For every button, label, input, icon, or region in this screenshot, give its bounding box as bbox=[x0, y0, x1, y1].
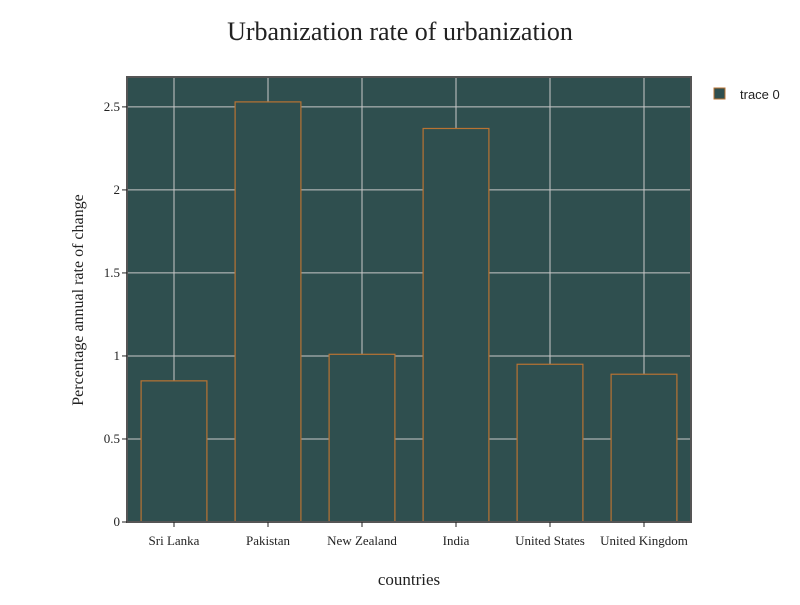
y-tick-label: 0.5 bbox=[104, 431, 120, 446]
x-tick-label: United States bbox=[515, 533, 585, 548]
x-tick-label: India bbox=[443, 533, 470, 548]
bar-united-states[interactable] bbox=[516, 363, 584, 523]
legend: trace 0 bbox=[713, 87, 780, 102]
x-tick-label: Sri Lanka bbox=[149, 533, 200, 548]
x-axis-ticks: Sri Lanka Pakistan New Zealand India United … bbox=[149, 522, 688, 548]
y-tick-label: 2.5 bbox=[104, 99, 120, 114]
y-axis-label: Percentage annual rate of change bbox=[70, 194, 87, 405]
y-tick-label: 1.5 bbox=[104, 265, 120, 280]
plot-frame bbox=[126, 76, 692, 523]
y-gridlines bbox=[127, 106, 691, 440]
y-tick-label: 0 bbox=[114, 514, 121, 529]
bar-india[interactable] bbox=[422, 127, 490, 523]
bar-united-kingdom[interactable] bbox=[610, 373, 678, 523]
legend-swatch bbox=[713, 87, 726, 100]
y-tick-label: 1 bbox=[114, 348, 121, 363]
bar-new-zealand[interactable] bbox=[328, 353, 396, 523]
plot-background bbox=[127, 77, 691, 522]
x-tick-label: United Kingdom bbox=[600, 533, 688, 548]
bar-sri-lanka[interactable] bbox=[140, 380, 208, 523]
bars bbox=[140, 101, 678, 523]
y-axis-ticks: 0 0.5 1 1.5 2 2.5 bbox=[104, 99, 127, 529]
x-tick-label: Pakistan bbox=[246, 533, 291, 548]
x-tick-label: New Zealand bbox=[327, 533, 397, 548]
legend-label: trace 0 bbox=[740, 87, 780, 102]
bar-pakistan[interactable] bbox=[234, 101, 302, 523]
x-axis-label: countries bbox=[378, 570, 440, 589]
chart-title: Urbanization rate of urbanization bbox=[227, 17, 573, 46]
y-tick-label: 2 bbox=[114, 182, 121, 197]
